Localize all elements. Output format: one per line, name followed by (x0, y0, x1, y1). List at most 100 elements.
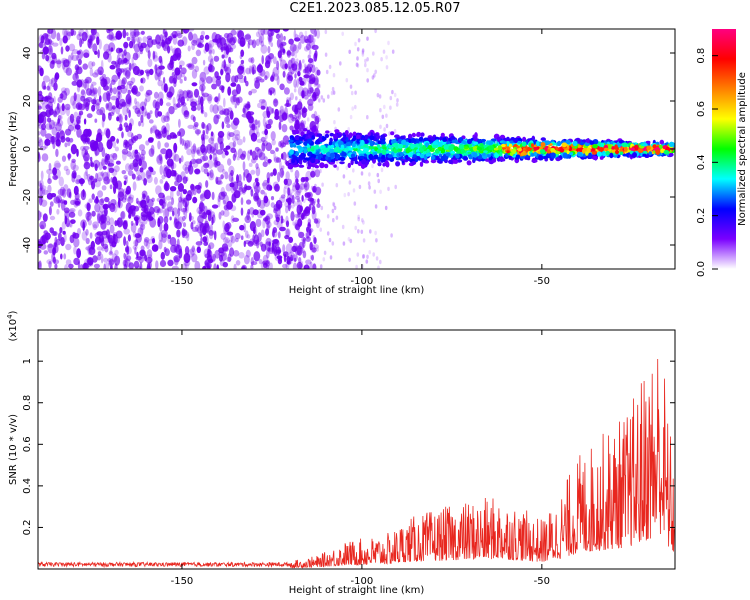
spectrogram-cell (269, 35, 273, 43)
spectrogram-cell (248, 162, 253, 167)
spectrogram-cell (208, 137, 215, 144)
spectrogram-cell (216, 75, 222, 81)
spectrogram-cell (331, 208, 335, 214)
spectrogram-cell (314, 186, 322, 196)
spectrogram-cell (273, 73, 280, 81)
spectrogram-cell (217, 114, 221, 120)
spectrogram-cell (82, 145, 90, 151)
spectrogram-cell (135, 36, 142, 43)
spectrogram-cell (83, 79, 89, 84)
spectrogram-cell (43, 85, 47, 90)
spectrogram-cell (278, 256, 282, 262)
spectrogram-cell (108, 42, 116, 53)
spectrogram-cell (314, 144, 320, 150)
colorbar-ticks: 0.00.20.40.60.8 (696, 48, 718, 277)
spectrogram-cell (381, 149, 387, 155)
spectrogram-cell (108, 167, 115, 173)
spectrogram-cell (310, 147, 315, 152)
spectrogram-cell (509, 140, 515, 144)
spectrogram-cell (262, 110, 269, 119)
spectrogram-cell (310, 96, 313, 102)
spectrogram-cell (303, 198, 306, 204)
spectrogram-cell (506, 150, 510, 154)
spectrogram-cell (204, 222, 210, 233)
spectrogram-cell (387, 154, 393, 159)
spectrogram-cell (184, 261, 189, 269)
spectrogram-cell (201, 80, 206, 85)
spectrogram-cell (233, 117, 240, 126)
spectrogram-cell (140, 78, 144, 84)
spectrogram-cell (270, 196, 275, 201)
spectrogram-cell (309, 74, 313, 82)
spectrogram-cell (56, 32, 61, 42)
spectrogram-cell (102, 113, 106, 122)
spectrogram-cell (153, 51, 158, 59)
spectrogram-cell (202, 94, 206, 101)
spectrogram-cell (298, 164, 305, 168)
spectrogram-cell (96, 109, 104, 116)
spectrogram-cell (133, 239, 139, 247)
spectrogram-cell (280, 215, 284, 224)
snr-scale-note: (x104) (6, 310, 19, 341)
spectrogram-cell (483, 150, 488, 154)
spectrogram-cell (181, 105, 188, 116)
spectrogram-cell (97, 177, 102, 182)
spectrogram-cell (45, 54, 50, 62)
spectrogram-cell (170, 244, 178, 253)
spectrogram-cell (460, 148, 466, 154)
spectrogram-cell (253, 184, 261, 194)
spectrogram-cell (325, 69, 329, 75)
spectrogram-cell (111, 105, 116, 110)
spectrogram-cell (141, 105, 145, 112)
spectrogram-cell (71, 158, 76, 163)
spectrogram-cell (146, 37, 154, 48)
spectrogram-cell (267, 118, 273, 126)
spectrogram-cell (125, 70, 131, 79)
spectrogram-cell (86, 202, 91, 212)
spectrogram-cell (52, 121, 59, 127)
spectrogram-cell (276, 75, 280, 86)
spectrogram-cell (275, 214, 281, 220)
spectrogram-cell (311, 126, 317, 133)
spectrogram-cell (405, 141, 410, 146)
spectrogram-cell (251, 150, 257, 161)
spectrogram-cell (291, 255, 294, 260)
spectrogram-cell (359, 155, 365, 159)
spectrogram-cell (555, 157, 561, 162)
spectrogram-cell (279, 167, 284, 178)
spectrogram-cell (38, 123, 44, 130)
spectrogram-cell (73, 237, 80, 248)
spectrogram-cell (294, 181, 297, 186)
spectrogram-cell (215, 114, 220, 119)
spectrogram-cell (74, 93, 82, 103)
spectrogram-cell (412, 154, 417, 159)
spectrogram-cell (113, 165, 120, 173)
spectrogram-cell (203, 134, 209, 140)
spectrogram-cell (204, 259, 209, 268)
spectrogram-cell (139, 101, 147, 111)
spectrogram-cell (190, 145, 197, 155)
spectrogram-cell (92, 224, 98, 231)
spectrogram-cell (107, 53, 112, 63)
spectrogram-cell (431, 137, 436, 141)
spectrogram-cell (221, 251, 227, 261)
spectrogram-cell (357, 217, 361, 222)
spectrogram-cell (282, 244, 286, 253)
spectrogram-cell (125, 125, 130, 133)
spectrogram-cell (262, 117, 266, 127)
snr-frame (37, 329, 676, 570)
spectrogram-cell (132, 52, 139, 61)
spectrogram-cell (90, 84, 94, 94)
spectrogram-cell (307, 222, 311, 227)
spectrogram-cell (293, 88, 297, 93)
spectrogram-cell (293, 29, 297, 40)
spectrogram-cell (48, 206, 52, 216)
spectrogram-cell (277, 50, 282, 59)
spectrogram-cell (69, 208, 76, 213)
spectrogram-cell (427, 145, 433, 149)
spectrogram-cell (53, 109, 57, 117)
spectrogram-cell (106, 139, 113, 150)
spectrogram-cell (129, 31, 137, 39)
spectrogram-cell (166, 134, 172, 140)
